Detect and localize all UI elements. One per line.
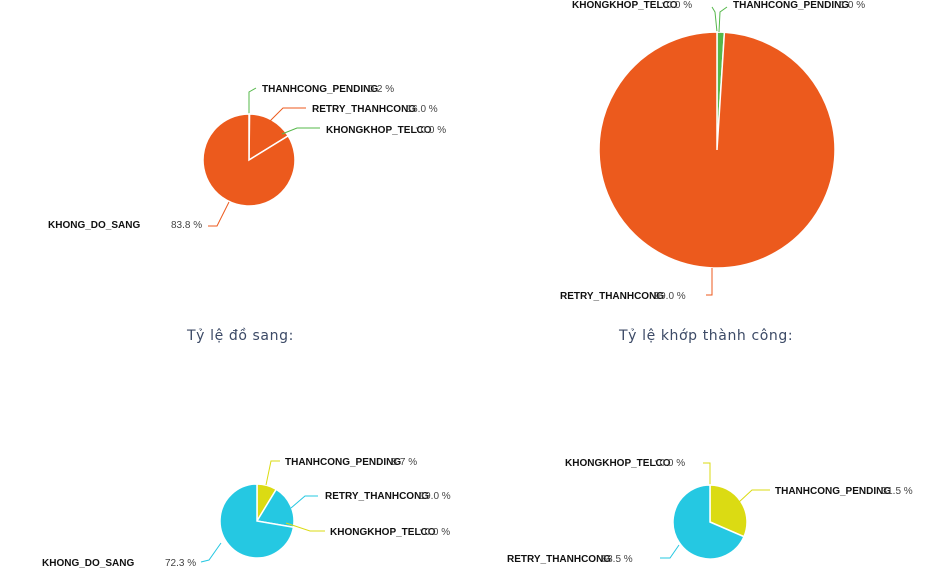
slice-connector xyxy=(269,107,306,122)
slice-label: RETRY_THANHCONG xyxy=(325,491,429,502)
slice-label: KHONGKHOP_TELCO xyxy=(330,527,436,538)
slice-connector xyxy=(281,127,320,135)
pie-chart-4: KHONGKHOP_TELCO: 0.0 % THANHCONG_PENDING:… xyxy=(507,458,913,565)
pie-slice-retry-thanhcong[interactable] xyxy=(598,31,836,269)
slice-label: KHONGKHOP_TELCO xyxy=(572,0,678,11)
slice-value-label: : 0.0 % xyxy=(419,527,450,538)
slice-connector xyxy=(737,489,770,504)
slice-value-label: : 31.5 % xyxy=(876,486,913,497)
slice-value-label: : 8.7 % xyxy=(386,457,417,468)
slice-connector xyxy=(208,201,230,227)
do-sang-title: Tỷ lệ đồ sang: xyxy=(187,328,294,344)
slice-value-label: : 99.0 % xyxy=(649,291,686,302)
slice-label: RETRY_THANHCONG xyxy=(560,291,664,302)
slice-value-label: : 1.0 % xyxy=(834,0,865,11)
slice-connector xyxy=(200,542,222,563)
slice-connector xyxy=(660,544,680,559)
pie-slice-khong-do-sang[interactable] xyxy=(219,483,295,559)
slice-connector xyxy=(703,462,711,485)
slice-connector xyxy=(265,460,280,486)
pie-chart-2: KHONGKHOP_TELCO: 0.0 % THANHCONG_PENDING:… xyxy=(560,0,865,302)
slice-label: THANHCONG_PENDING xyxy=(775,486,891,497)
pie-slice-retry-thanhcong[interactable] xyxy=(255,488,295,529)
pie-slice-thanhcong-pending[interactable] xyxy=(709,484,748,538)
slice-value-label: 72.3 % xyxy=(165,558,196,569)
slice-label: THANHCONG_PENDING xyxy=(733,0,849,11)
slice-label: THANHCONG_PENDING xyxy=(285,457,401,468)
slice-value-label: : 16.0 % xyxy=(401,104,438,115)
pie-slice-retry-thanhcong[interactable] xyxy=(672,484,745,560)
khop-thanh-cong-title: Tỷ lệ khớp thành công: xyxy=(619,328,794,344)
slice-value-label: : 68.5 % xyxy=(596,554,633,565)
slice-value-label: : 19.0 % xyxy=(414,491,451,502)
slice-label: THANHCONG_PENDING xyxy=(262,84,378,95)
slice-connector xyxy=(711,6,718,33)
slice-label: KHONG_DO_SANG xyxy=(42,558,134,569)
slice-value-label: : 0.0 % xyxy=(661,0,692,11)
slice-connector xyxy=(718,6,728,33)
slice-label: KHONGKHOP_TELCO xyxy=(565,458,671,469)
slice-connector xyxy=(290,495,318,509)
slice-connector xyxy=(248,87,257,114)
pie-chart-1: THANHCONG_PENDING: 0.2 % RETRY_THANHCONG:… xyxy=(48,84,446,231)
slice-value-label: : 0.0 % xyxy=(415,125,446,136)
slice-label: KHONG_DO_SANG xyxy=(48,220,140,231)
slice-label: RETRY_THANHCONG xyxy=(312,104,416,115)
slice-connector xyxy=(285,522,325,532)
slice-value-label: : 0.0 % xyxy=(654,458,685,469)
slice-value-label: 83.8 % xyxy=(171,220,202,231)
pie-chart-3: THANHCONG_PENDING: 8.7 % RETRY_THANHCONG:… xyxy=(42,457,451,569)
slice-connector xyxy=(706,268,713,296)
slice-label: RETRY_THANHCONG xyxy=(507,554,611,565)
slice-value-label: : 0.2 % xyxy=(363,84,394,95)
pie-slice-khong-do-sang[interactable] xyxy=(202,113,296,207)
slice-label: KHONGKHOP_TELCO xyxy=(326,125,432,136)
